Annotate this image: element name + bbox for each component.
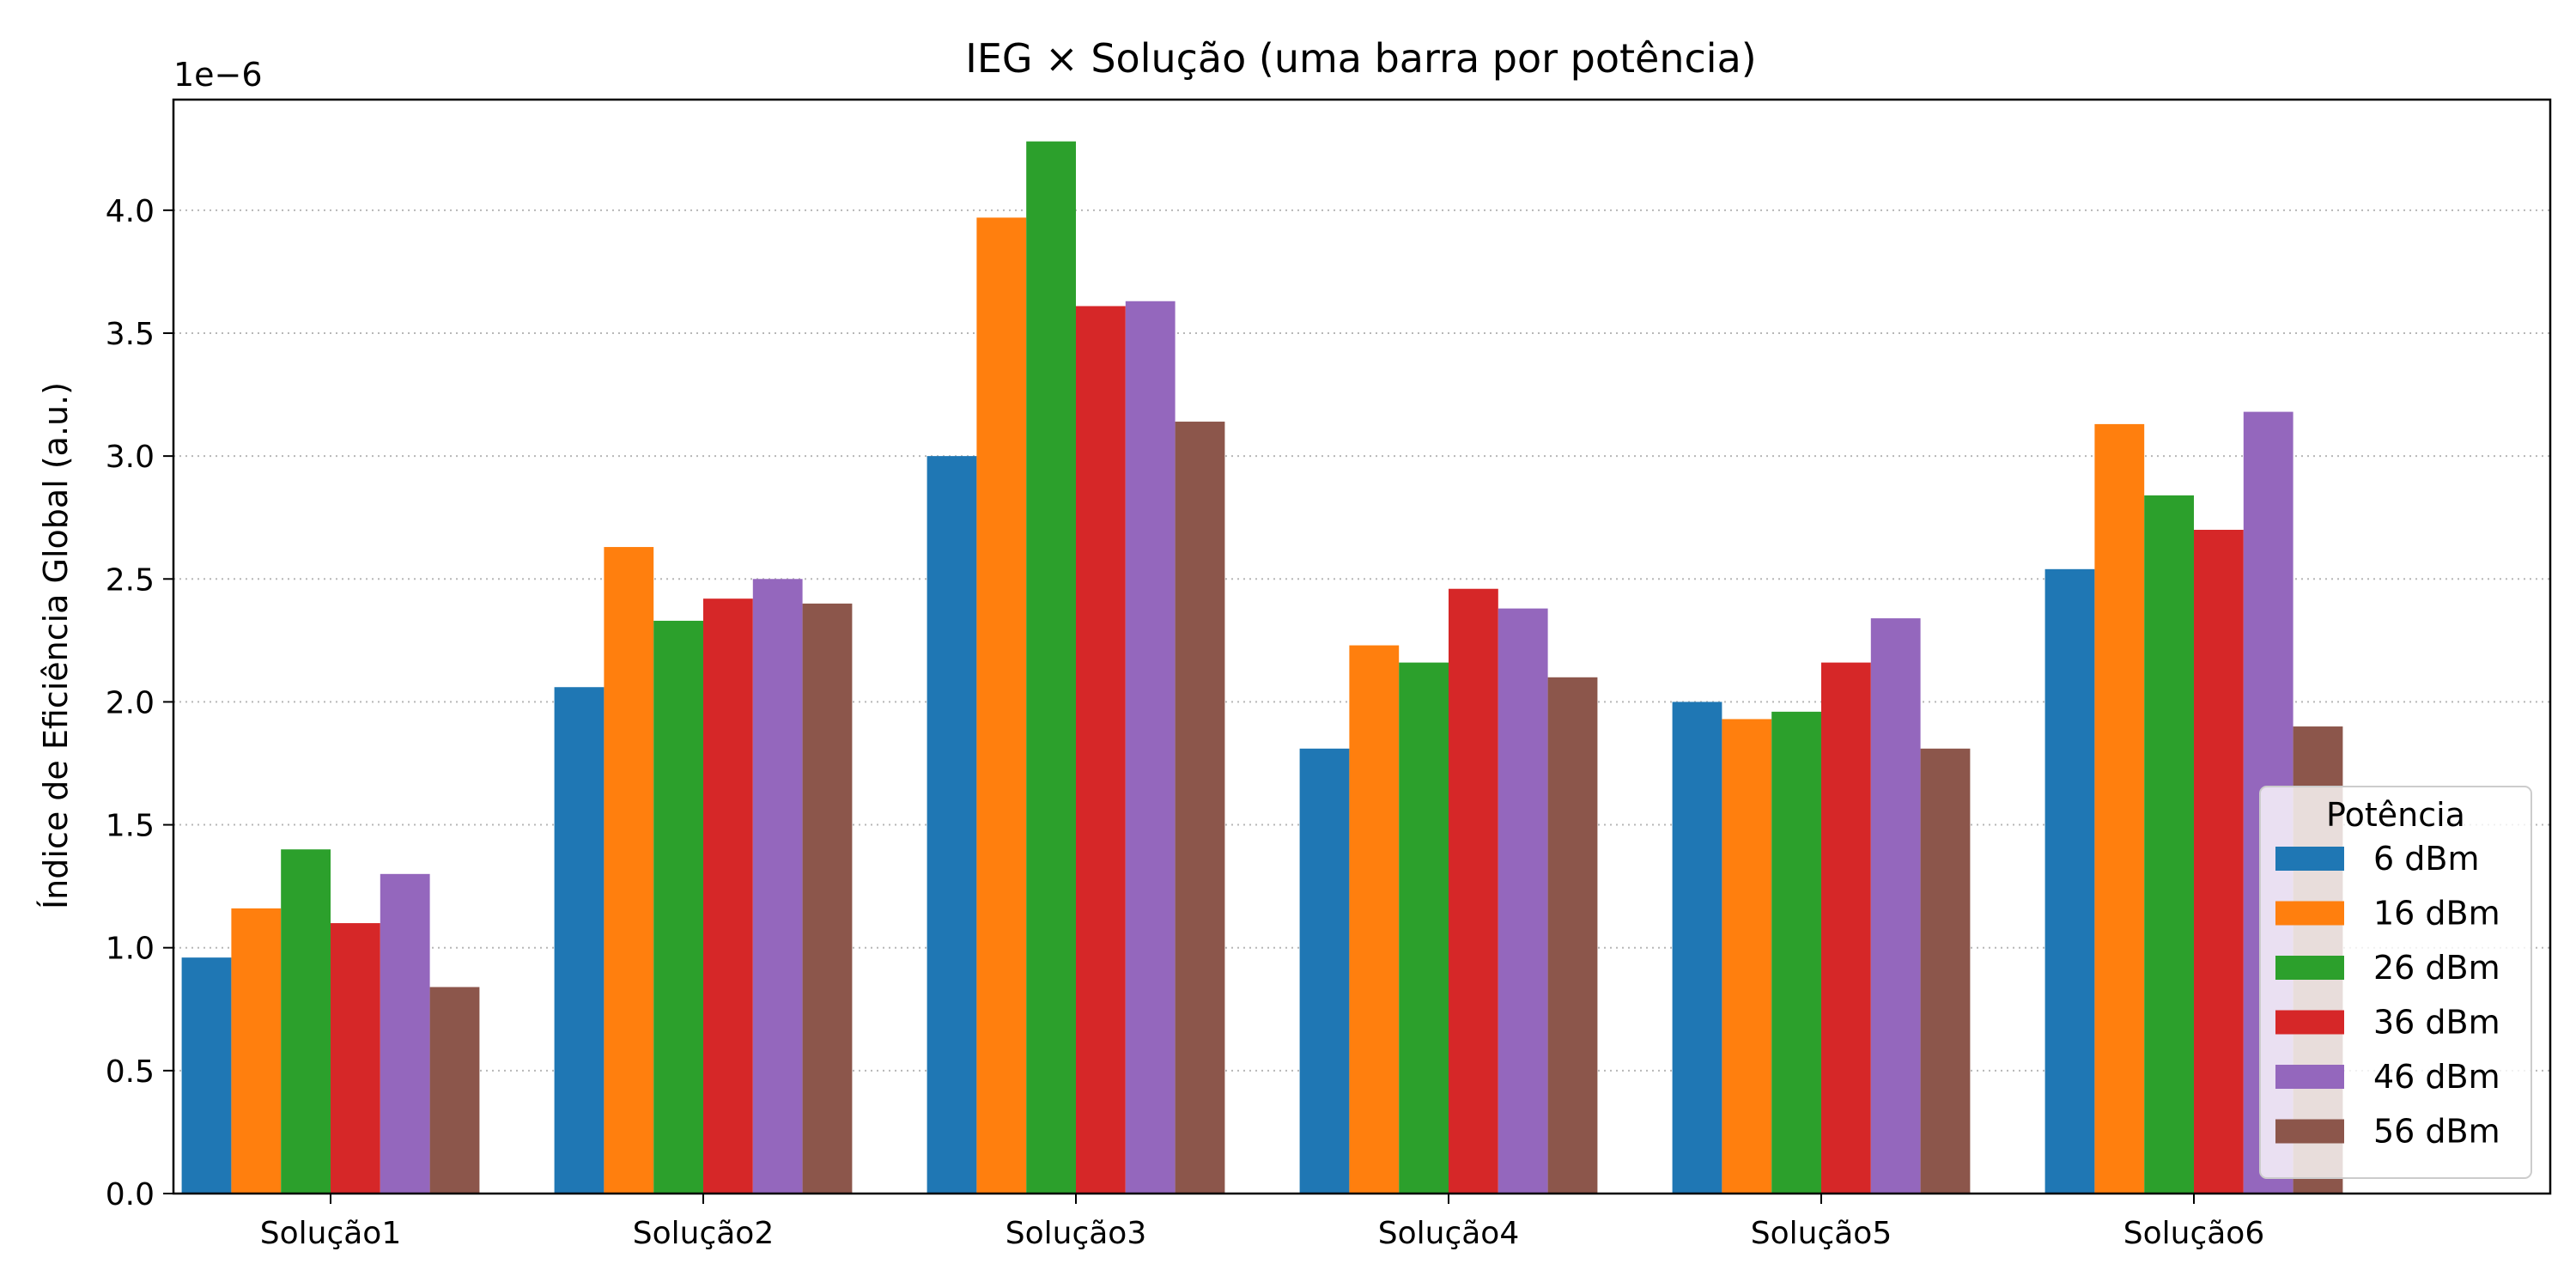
bar-1-6 (429, 987, 480, 1194)
chart-title: IEG × Solução (uma barra por potência) (965, 35, 1756, 82)
bar-2-4 (703, 598, 753, 1194)
bar-4-4 (1449, 588, 1498, 1194)
bar-2-2 (604, 547, 654, 1194)
y-tick-label: 2.5 (106, 562, 155, 598)
legend-label-3: 26 dBm (2373, 949, 2500, 987)
bars (181, 141, 2343, 1194)
y-tick-label: 1.0 (106, 932, 155, 967)
y-tick-label: 0.5 (106, 1054, 155, 1090)
legend-swatch-6 (2275, 1119, 2344, 1144)
bar-5-2 (1722, 719, 1772, 1194)
bar-3-3 (1026, 141, 1076, 1194)
legend-swatch-4 (2275, 1010, 2344, 1035)
plot-frame (172, 98, 2552, 1195)
legend-label-2: 16 dBm (2373, 895, 2500, 933)
bar-1-2 (231, 908, 282, 1194)
bar-1-4 (331, 923, 380, 1194)
x-tick-label: Solução4 (1378, 1216, 1519, 1251)
bar-5-4 (1821, 662, 1871, 1194)
legend-label-4: 36 dBm (2373, 1004, 2500, 1042)
x-tick-label: Solução3 (1005, 1216, 1146, 1251)
bar-4-1 (1299, 748, 1350, 1194)
y-tick-label: 1.5 (106, 809, 155, 844)
bar-3-4 (1076, 306, 1126, 1194)
x-tick-label: Solução5 (1751, 1216, 1892, 1251)
bar-1-3 (281, 849, 331, 1194)
bar-2-6 (802, 603, 853, 1194)
x-tick-label: Solução1 (260, 1216, 401, 1251)
y-tick-label: 2.0 (106, 685, 155, 720)
bar-5-6 (1920, 748, 1971, 1194)
x-tick-label: Solução2 (633, 1216, 774, 1251)
bar-5-1 (1672, 702, 1722, 1194)
y-tick-label: 4.0 (106, 194, 155, 229)
legend-label-1: 6 dBm (2373, 840, 2479, 878)
bar-2-5 (752, 579, 803, 1194)
bar-1-1 (181, 957, 232, 1194)
bar-6-2 (2094, 423, 2145, 1194)
bar-3-2 (976, 217, 1027, 1194)
bar-3-5 (1125, 301, 1176, 1194)
bar-6-4 (2194, 530, 2244, 1194)
y-tick-label: 3.0 (106, 440, 155, 475)
bar-3-1 (927, 456, 977, 1194)
legend-label-6: 56 dBm (2373, 1113, 2500, 1151)
legend-label-5: 46 dBm (2373, 1058, 2500, 1096)
legend-swatch-2 (2275, 901, 2344, 926)
bar-2-3 (653, 620, 703, 1194)
bar-3-6 (1175, 422, 1225, 1194)
legend-swatch-3 (2275, 956, 2344, 980)
bar-5-5 (1870, 618, 1921, 1194)
bar-6-1 (2044, 568, 2095, 1194)
legend-title: Potência (2326, 796, 2465, 834)
y-tick-label: 0.0 (106, 1177, 155, 1212)
bar-1-5 (380, 873, 430, 1194)
bar-4-5 (1498, 608, 1548, 1194)
legend: Potência 6 dBm 16 dBm 26 dBm 36 dBm 46 dBm 56 … (2259, 786, 2532, 1179)
y-tick-label: 3.5 (106, 317, 155, 352)
bar-4-3 (1399, 662, 1449, 1194)
bar-4-2 (1349, 645, 1400, 1194)
y-axis-label: Índice de Eficiência Global (a.u.) (37, 382, 75, 909)
bar-6-3 (2144, 495, 2194, 1194)
bar-2-1 (554, 687, 605, 1194)
bar-5-3 (1771, 711, 1821, 1194)
legend-swatch-1 (2275, 847, 2344, 871)
bar-4-6 (1547, 677, 1598, 1194)
x-tick-label: Solução6 (2123, 1216, 2264, 1251)
axes: 0.0 0.5 1.0 1.5 2.0 2.5 3.0 3.5 4.0 Solução1 Soluç… (106, 98, 2552, 1251)
legend-swatch-5 (2275, 1065, 2344, 1089)
y-axis-offset-label: 1e−6 (173, 56, 263, 94)
